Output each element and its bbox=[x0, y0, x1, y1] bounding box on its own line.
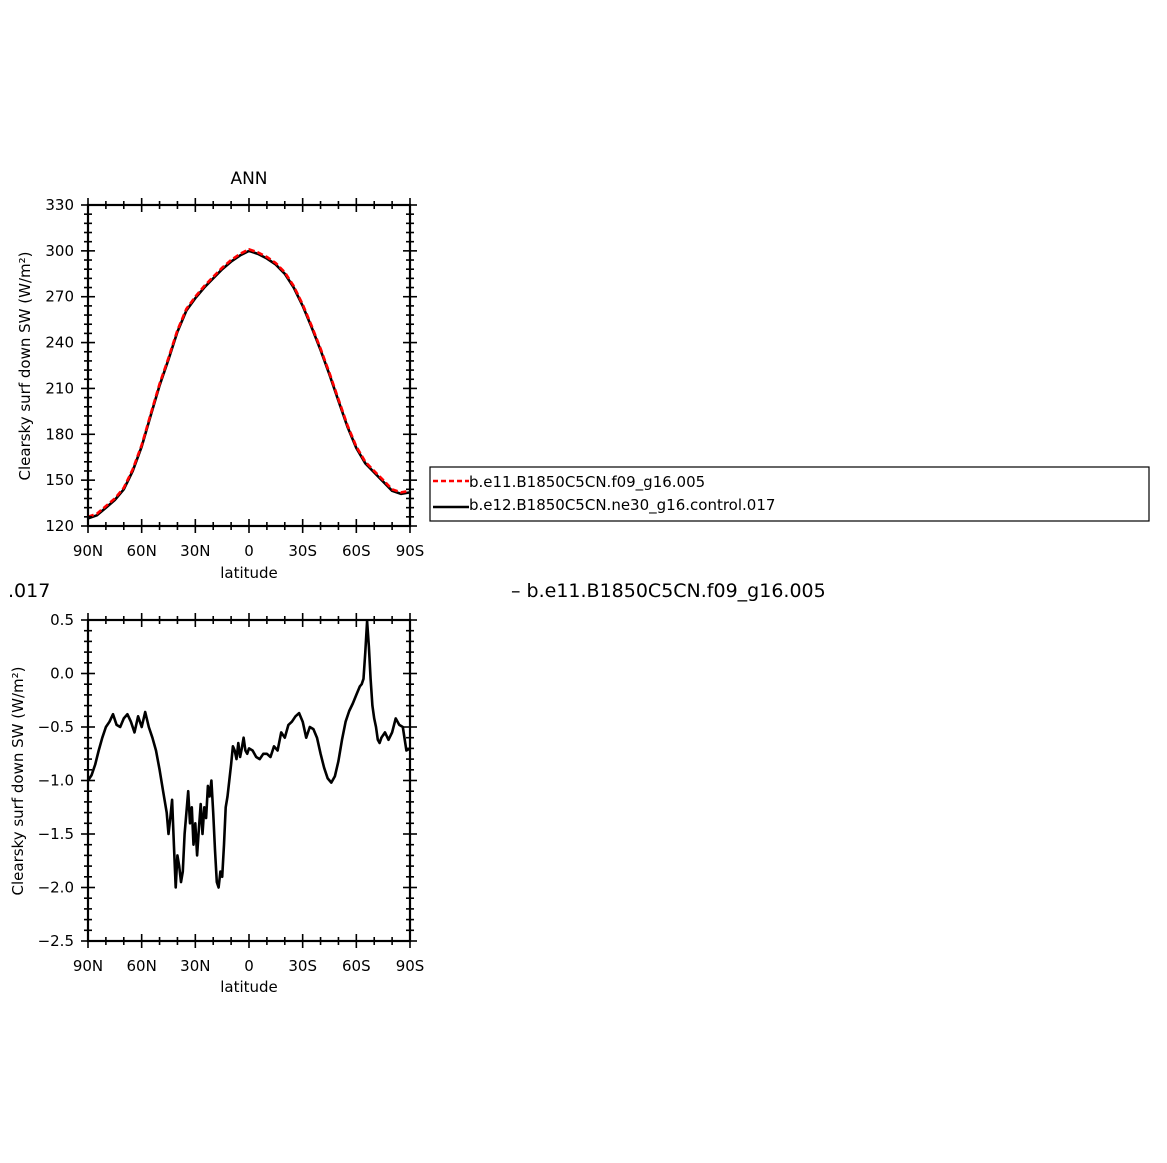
top-xtick-label: 90N bbox=[73, 542, 103, 560]
legend-label-red: b.e11.B1850C5CN.f09_g16.005 bbox=[469, 473, 705, 492]
bottom-series-line-black bbox=[86, 619, 411, 889]
bottom-panel-curves bbox=[86, 619, 411, 889]
top-xtick-label: 90S bbox=[396, 542, 425, 560]
bottom-xtick-label: 0 bbox=[244, 957, 254, 975]
bottom-ytick-label: −2.5 bbox=[38, 932, 74, 950]
bottom-xtick-label: 60N bbox=[127, 957, 157, 975]
legend: b.e11.B1850C5CN.f09_g16.005 b.e12.B1850C… bbox=[429, 466, 1150, 522]
top-xtick-label: 30N bbox=[180, 542, 210, 560]
top-panel-curves bbox=[87, 248, 411, 520]
top-xtick-label: 0 bbox=[244, 542, 254, 560]
bottom-xtick-label: 90S bbox=[396, 957, 425, 975]
bottom-ytick-label: −1.0 bbox=[38, 772, 74, 790]
top-ytick-label: 330 bbox=[45, 196, 74, 214]
top-ytick-label: 120 bbox=[45, 517, 74, 535]
bottom-panel-xlabel: latitude bbox=[220, 978, 278, 996]
bottom-panel-frame bbox=[86, 618, 412, 943]
bottom-xtick-label: 60S bbox=[342, 957, 371, 975]
top-ytick-label: 210 bbox=[45, 379, 74, 397]
bottom-xtick-label: 90N bbox=[73, 957, 103, 975]
top-xtick-label: 60S bbox=[342, 542, 371, 560]
bottom-ytick-label: 0.0 bbox=[50, 665, 74, 683]
bottom-panel-axes: 90N 60N 30N 0 30S 60S 90S −2.5 −2.0 −1.5 −1.0 −0.5 0… bbox=[38, 611, 425, 975]
bottom-panel: 90N 60N 30N 0 30S 60S 90S −2.5 −2.0 −1.5 −1.0 −0.5 0… bbox=[9, 611, 424, 996]
legend-box bbox=[429, 466, 1150, 522]
legend-label-black: b.e12.B1850C5CN.ne30_g16.control.017 bbox=[469, 496, 775, 515]
top-ytick-label: 150 bbox=[45, 471, 74, 489]
bottom-ytick-label: 0.5 bbox=[50, 611, 74, 629]
top-panel-ylabel: Clearsky surf down SW (W/m²) bbox=[16, 252, 34, 481]
bottom-xtick-label: 30N bbox=[180, 957, 210, 975]
bottom-panel-ylabel: Clearsky surf down SW (W/m²) bbox=[9, 667, 27, 896]
top-panel: ANN 90N 60N 30N 0 30S 60S 90S 120 150 180 210 240 27… bbox=[16, 169, 424, 582]
top-panel-frame bbox=[86, 203, 412, 528]
top-ytick-label: 270 bbox=[45, 288, 74, 306]
bottom-ytick-label: −2.0 bbox=[38, 879, 74, 897]
top-series-line-red bbox=[87, 248, 411, 519]
top-ytick-label: 180 bbox=[45, 425, 74, 443]
top-panel-title: ANN bbox=[230, 169, 267, 189]
top-xtick-label: 30S bbox=[288, 542, 317, 560]
bottom-ytick-label: −1.5 bbox=[38, 825, 74, 843]
top-ytick-label: 240 bbox=[45, 334, 74, 352]
bottom-ytick-label: −0.5 bbox=[38, 718, 74, 736]
clipped-title-left: .017 bbox=[8, 580, 50, 602]
top-series-line-black bbox=[87, 249, 411, 520]
bottom-xtick-label: 30S bbox=[288, 957, 317, 975]
top-xtick-label: 60N bbox=[127, 542, 157, 560]
clipped-title-right: – b.e11.B1850C5CN.f09_g16.005 bbox=[511, 580, 826, 602]
top-panel-xlabel: latitude bbox=[220, 564, 278, 582]
top-panel-axes: 90N 60N 30N 0 30S 60S 90S 120 150 180 210 240 270 300… bbox=[45, 196, 424, 560]
top-ytick-label: 300 bbox=[45, 242, 74, 260]
